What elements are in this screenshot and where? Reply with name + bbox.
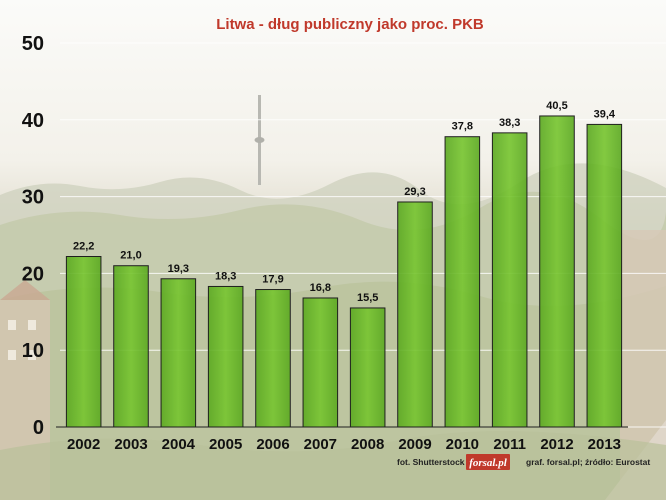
y-axis-ticks: 0 10 20 30 40 50 bbox=[22, 33, 44, 439]
bar-2004 bbox=[160, 278, 197, 428]
data-label-2008: 15,5 bbox=[357, 292, 378, 304]
x-tick-label-2006: 2006 bbox=[256, 436, 289, 453]
bar-2003 bbox=[113, 265, 149, 428]
bar-2011 bbox=[491, 132, 528, 428]
bar-2009 bbox=[397, 201, 433, 428]
x-tick-label-2009: 2009 bbox=[398, 436, 431, 453]
x-tick-label-2010: 2010 bbox=[446, 436, 479, 453]
data-labels: 22,2 21,0 19,3 18,3 17,9 16,8 15,5 29,3 37,8 38,3… bbox=[73, 100, 616, 304]
chart-title: Litwa - dług publiczny jako proc. PKB bbox=[216, 16, 484, 33]
photo-credit: fot. Shutterstock bbox=[397, 457, 465, 467]
bar-2006 bbox=[255, 289, 291, 428]
data-label-2010: 37,8 bbox=[452, 121, 473, 133]
data-label-2007: 16,8 bbox=[310, 282, 331, 294]
x-tick-label-2008: 2008 bbox=[351, 436, 384, 453]
y-tick-label: 10 bbox=[22, 340, 44, 362]
x-tick-label-2011: 2011 bbox=[493, 436, 526, 453]
forsal-logo: forsal.pl bbox=[466, 454, 510, 470]
y-tick-label: 0 bbox=[33, 417, 44, 439]
bar-2002 bbox=[65, 256, 102, 428]
data-label-2004: 19,3 bbox=[168, 263, 189, 275]
x-axis-ticks: 2002 2003 2004 2005 2006 2007 2008 2009 2010 2011… bbox=[67, 436, 621, 453]
data-label-2012: 40,5 bbox=[546, 100, 567, 112]
x-tick-label-2005: 2005 bbox=[209, 436, 242, 453]
data-label-2002: 22,2 bbox=[73, 241, 94, 253]
bars bbox=[65, 115, 623, 428]
logo-text: forsal.pl bbox=[469, 457, 508, 469]
y-tick-label: 20 bbox=[22, 263, 44, 285]
x-tick-label-2004: 2004 bbox=[162, 436, 196, 453]
data-label-2009: 29,3 bbox=[404, 186, 425, 198]
y-tick-label: 50 bbox=[22, 33, 44, 55]
bar-2007 bbox=[302, 297, 339, 428]
x-tick-label-2012: 2012 bbox=[540, 436, 573, 453]
bar-2005 bbox=[207, 285, 244, 428]
source-credit: graf. forsal.pl; źródło: Eurostat bbox=[526, 457, 650, 467]
y-tick-label: 30 bbox=[22, 187, 44, 209]
data-label-2011: 38,3 bbox=[499, 117, 520, 129]
x-tick-label-2007: 2007 bbox=[304, 436, 337, 453]
x-tick-label-2002: 2002 bbox=[67, 436, 100, 453]
bar-2013 bbox=[586, 123, 623, 428]
data-label-2005: 18,3 bbox=[215, 270, 236, 282]
x-tick-label-2013: 2013 bbox=[588, 436, 621, 453]
x-tick-label-2003: 2003 bbox=[114, 436, 147, 453]
data-label-2003: 21,0 bbox=[120, 250, 141, 262]
bar-2012 bbox=[539, 115, 575, 428]
y-tick-label: 40 bbox=[22, 110, 44, 132]
data-label-2013: 39,4 bbox=[594, 108, 616, 120]
bar-2010 bbox=[444, 136, 481, 428]
data-label-2006: 17,9 bbox=[262, 274, 283, 286]
bar-2008 bbox=[349, 307, 386, 428]
